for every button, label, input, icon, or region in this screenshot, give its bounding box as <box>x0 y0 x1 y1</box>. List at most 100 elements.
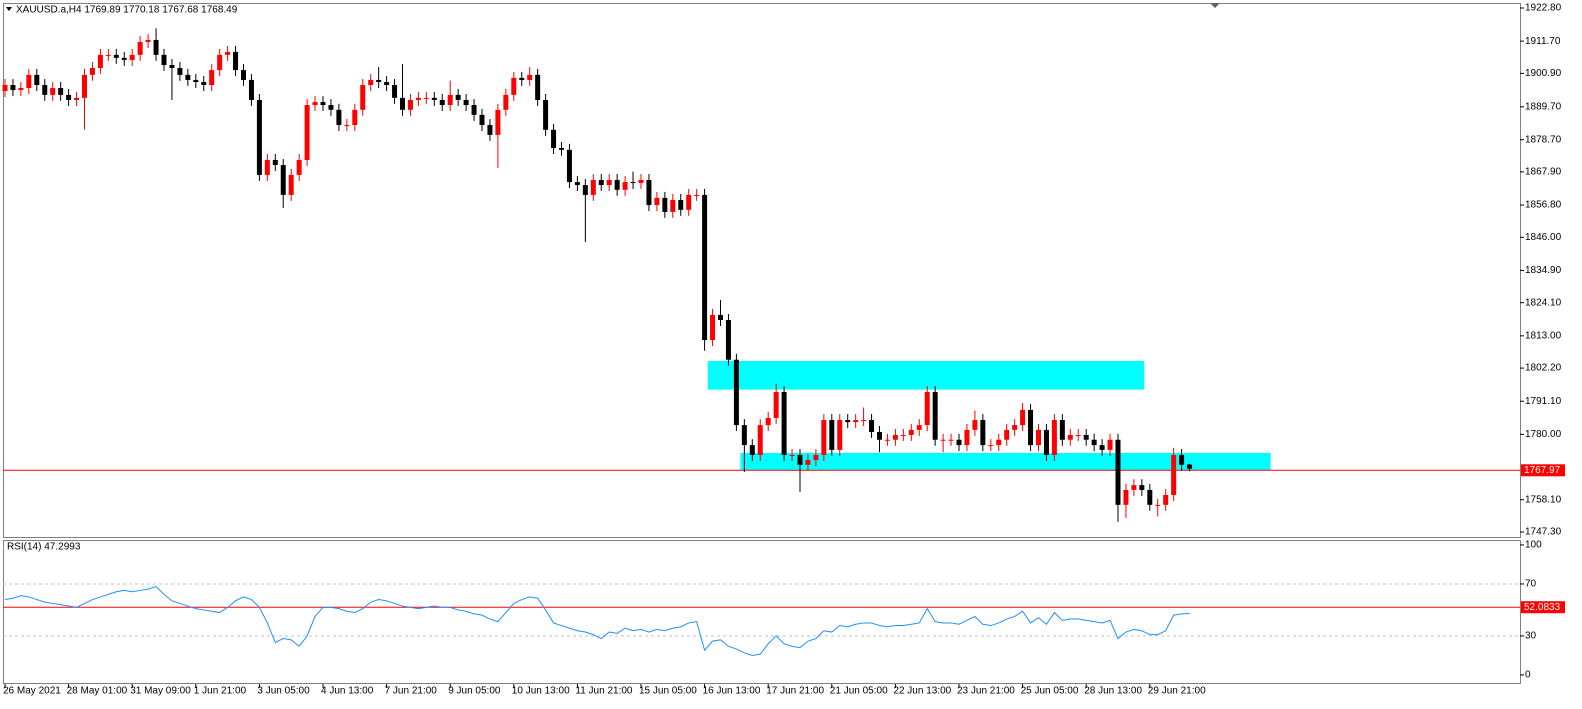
y-tick-label: 1922.80 <box>1525 3 1562 14</box>
candle-body <box>400 97 405 110</box>
candle-body <box>376 79 382 83</box>
rsi-panel-frame <box>3 540 1521 684</box>
x-tick-label: 11 Jun 21:00 <box>575 686 633 697</box>
candle-body <box>932 391 938 440</box>
candle-body <box>964 429 970 446</box>
candle-body <box>654 197 660 206</box>
y-tick-label: 1780.00 <box>1525 429 1562 440</box>
candle-body <box>1059 420 1065 440</box>
candle-body <box>288 174 294 195</box>
candle-body <box>1028 409 1034 446</box>
candle-body <box>789 454 795 456</box>
candle-body <box>940 439 946 441</box>
candle-body <box>566 149 572 183</box>
candle-body <box>169 65 175 69</box>
rsi-tick-label: 100 <box>1525 540 1542 551</box>
candle-body <box>503 94 509 110</box>
candle-body <box>646 179 652 206</box>
candle-body <box>193 79 199 83</box>
candle-body <box>956 439 962 446</box>
candle-body <box>129 54 135 60</box>
rsi-tick-label: 30 <box>1525 631 1537 642</box>
candle-body <box>853 420 859 423</box>
candle-body <box>256 99 262 175</box>
candle-body <box>209 70 215 86</box>
candle-body <box>320 102 326 106</box>
x-tick-label: 16 Jun 13:00 <box>703 686 761 697</box>
candle-body <box>2 85 8 91</box>
zone <box>707 360 1145 390</box>
candle-body <box>710 314 716 341</box>
candle-body <box>559 148 564 150</box>
candle-body <box>1099 445 1105 450</box>
candle-body <box>360 85 366 110</box>
x-tick-label: 29 Jun 21:00 <box>1148 686 1206 697</box>
y-tick-label: 1758.10 <box>1525 494 1562 505</box>
candle-body <box>749 445 755 455</box>
candle-body <box>248 79 254 100</box>
candle-body <box>304 105 310 160</box>
main-layer <box>2 28 1520 522</box>
candle-body <box>296 159 302 175</box>
candle-body <box>1043 429 1049 455</box>
candle-body <box>574 182 580 186</box>
candle-body <box>837 420 843 450</box>
y-tick-label: 1889.70 <box>1525 101 1562 112</box>
candle-body <box>1123 489 1129 505</box>
candle-body <box>582 185 588 195</box>
candle-body <box>161 54 167 66</box>
candle-body <box>535 74 541 100</box>
candle-body <box>773 391 779 418</box>
candle-body <box>153 39 159 55</box>
candle-body <box>121 57 127 60</box>
chart-title: XAUUSD.a,H4 1769.89 1770.18 1767.68 1768… <box>16 5 238 16</box>
candle-body <box>26 74 32 89</box>
x-tick-label: 25 Jun 05:00 <box>1021 686 1079 697</box>
y-tick-label: 1802.20 <box>1525 363 1562 374</box>
candle-body <box>884 439 890 441</box>
candle-body <box>384 82 390 86</box>
candle-body <box>407 99 413 110</box>
candle-body <box>757 425 763 455</box>
rsi-layer <box>3 583 1520 656</box>
rsi-tick-label: 0 <box>1525 670 1531 681</box>
candle-body <box>479 114 485 126</box>
candle-body <box>543 99 549 130</box>
candle-body <box>177 68 183 75</box>
candle-body <box>916 425 922 430</box>
candle-body <box>821 420 827 455</box>
candle-body <box>272 159 278 166</box>
candle-body <box>185 74 191 80</box>
candle-body <box>217 54 223 71</box>
candle-body <box>662 197 668 212</box>
x-tick-label: 26 May 2021 <box>3 686 61 697</box>
candle-body <box>455 94 461 100</box>
candle-body <box>1179 454 1185 465</box>
x-tick-label: 31 May 09:00 <box>130 686 191 697</box>
candle-body <box>312 102 318 106</box>
x-tick-label: 21 Jun 05:00 <box>830 686 888 697</box>
rsi-level-box <box>1521 601 1565 614</box>
candle-body <box>1147 489 1153 505</box>
candle-body <box>805 460 811 465</box>
candle-body <box>678 199 684 210</box>
candle-body <box>201 82 207 86</box>
candle-body <box>829 420 835 450</box>
candle-body <box>1051 420 1057 455</box>
y-tick-label: 1878.70 <box>1525 134 1562 145</box>
candle-body <box>1067 434 1073 440</box>
candle-body <box>18 88 24 91</box>
candle-body <box>1091 439 1097 446</box>
candle-body <box>471 105 477 115</box>
candle-body <box>113 54 119 58</box>
y-tick-label: 1824.10 <box>1525 297 1562 308</box>
x-tick-label: 22 Jun 13:00 <box>893 686 951 697</box>
candle-body <box>431 97 437 100</box>
x-tick-label: 10 Jun 13:00 <box>512 686 570 697</box>
candle-body <box>861 420 867 422</box>
candle-body <box>439 99 445 106</box>
y-tick-label: 1867.90 <box>1525 167 1562 178</box>
candle-body <box>415 97 421 100</box>
y-tick-label: 1846.00 <box>1525 232 1562 243</box>
candle-body <box>97 54 103 69</box>
